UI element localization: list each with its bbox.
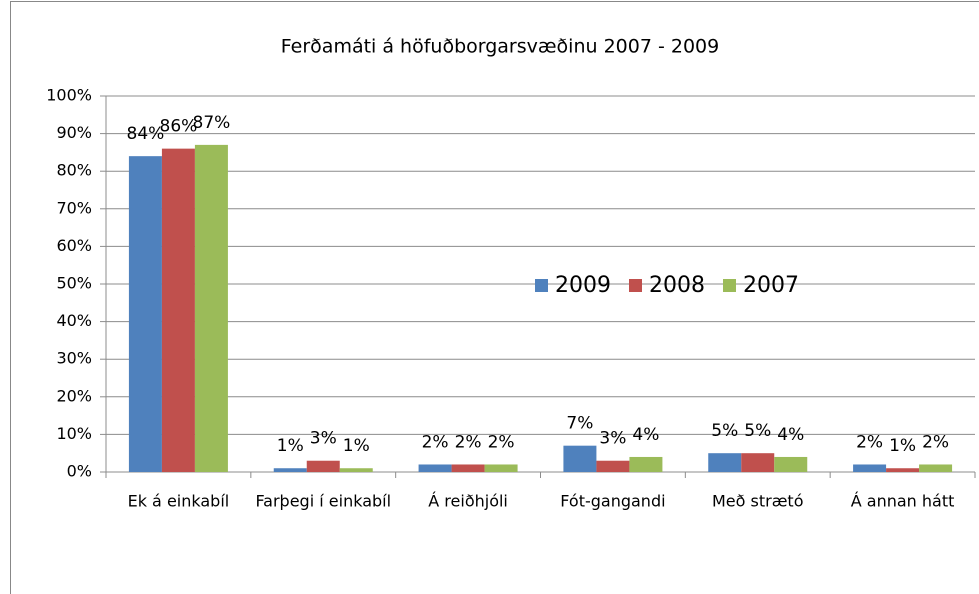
data-label: 87% (193, 113, 231, 133)
y-tick-label: 50% (56, 274, 92, 293)
bar (161, 148, 195, 472)
bar (194, 144, 228, 472)
x-tick-label: Fót-gangandi (560, 492, 665, 511)
x-tick-label: Ek á einkabíl (128, 492, 230, 511)
data-label: 2% (422, 432, 449, 452)
data-label: 2% (922, 432, 949, 452)
x-tick-label: Með strætó (712, 492, 803, 511)
data-label: 3% (310, 429, 337, 449)
bar (484, 464, 518, 472)
bar (741, 453, 775, 472)
bar (128, 156, 162, 472)
bar (596, 460, 630, 472)
y-tick-label: 10% (56, 424, 92, 443)
chart-border (10, 1, 979, 594)
bar (919, 464, 953, 472)
bar (629, 456, 663, 472)
bar (886, 468, 920, 472)
data-label: 3% (599, 429, 626, 449)
data-label: 7% (566, 414, 593, 434)
bar (273, 468, 307, 472)
data-label: 1% (343, 436, 370, 456)
legend-swatch (723, 279, 736, 292)
data-label: 4% (777, 425, 804, 445)
chart-title: Ferðamáti á höfuðborgarsvæðinu 2007 - 20… (281, 36, 719, 58)
bar (339, 468, 373, 472)
data-label: 84% (127, 124, 165, 144)
data-label: 2% (488, 432, 515, 452)
bar (418, 464, 452, 472)
x-tick-label: Á annan hátt (851, 492, 955, 511)
y-tick-label: 70% (56, 198, 92, 217)
y-tick-label: 100% (46, 86, 92, 105)
x-tick-label: Á reiðhjóli (428, 492, 508, 511)
bar (451, 464, 485, 472)
data-label: 1% (889, 436, 916, 456)
data-label: 2% (455, 432, 482, 452)
data-label: 5% (744, 421, 771, 441)
y-tick-label: 40% (56, 311, 92, 330)
y-tick-label: 30% (56, 349, 92, 368)
legend-label: 2008 (649, 273, 705, 298)
legend-label: 2009 (555, 273, 611, 298)
y-tick-label: 90% (56, 123, 92, 142)
data-label: 2% (856, 432, 883, 452)
y-tick-label: 60% (56, 236, 92, 255)
data-label: 4% (632, 425, 659, 445)
legend-swatch (629, 279, 642, 292)
data-label: 1% (277, 436, 304, 456)
data-label: 5% (711, 421, 738, 441)
y-tick-label: 80% (56, 161, 92, 180)
bar (774, 456, 808, 472)
bar (563, 445, 597, 472)
x-tick-label: Farþegi í einkabíl (255, 492, 391, 511)
legend-swatch (535, 279, 548, 292)
data-label: 86% (160, 117, 198, 137)
bar (708, 453, 742, 472)
legend-label: 2007 (743, 273, 799, 298)
y-tick-label: 0% (67, 462, 92, 481)
bar (306, 460, 340, 472)
bar (853, 464, 887, 472)
y-tick-label: 20% (56, 386, 92, 405)
